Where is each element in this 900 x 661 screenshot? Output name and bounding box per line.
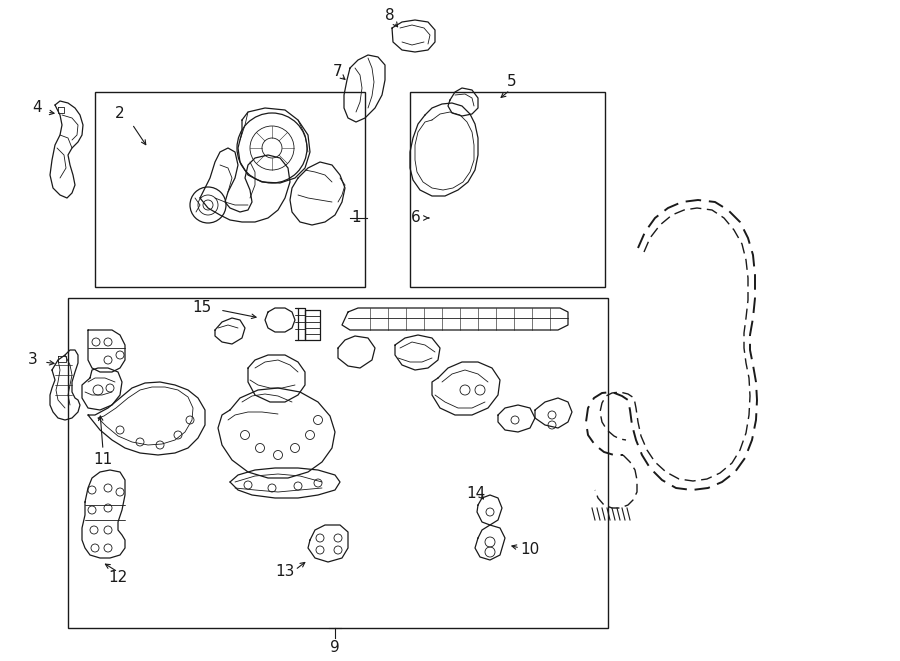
Text: 9: 9 [330, 641, 340, 656]
Bar [68, 298, 608, 628]
Text: 10: 10 [520, 543, 540, 557]
Text: 6: 6 [411, 210, 421, 225]
Text: 5: 5 [508, 75, 517, 89]
Text: 2: 2 [115, 106, 125, 120]
Text: 13: 13 [275, 564, 294, 580]
Text: 1: 1 [351, 210, 361, 225]
Text: 11: 11 [94, 453, 112, 467]
Text: 4: 4 [32, 100, 41, 114]
Bar [95, 92, 365, 287]
Bar [410, 92, 605, 287]
Text: 7: 7 [333, 65, 343, 79]
Text: 12: 12 [108, 570, 128, 586]
Text: 3: 3 [28, 352, 38, 368]
Text: 14: 14 [466, 485, 486, 500]
Text: 15: 15 [193, 301, 212, 315]
Text: 8: 8 [385, 7, 395, 22]
